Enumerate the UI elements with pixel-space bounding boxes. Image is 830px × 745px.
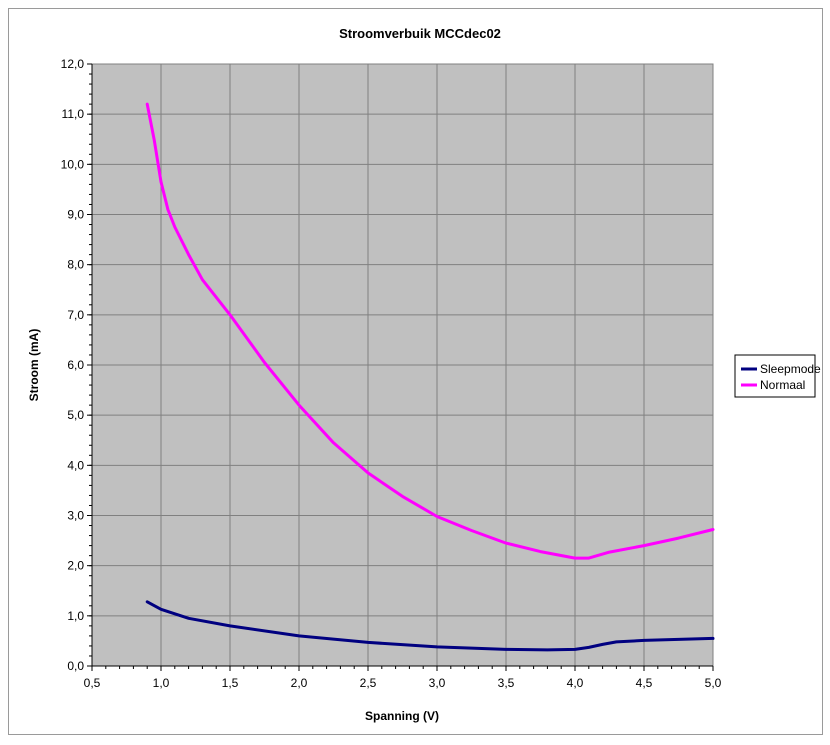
legend-label-normaal: Normaal bbox=[760, 378, 805, 392]
y-tick-label: 1,0 bbox=[67, 609, 84, 623]
x-tick-label: 1,0 bbox=[153, 676, 170, 690]
y-tick-label: 12,0 bbox=[61, 57, 85, 71]
y-tick-label: 11,0 bbox=[62, 107, 85, 121]
y-axis-title: Stroom (mA) bbox=[27, 329, 41, 402]
y-tick-label: 7,0 bbox=[67, 308, 84, 322]
y-tick-label: 8,0 bbox=[67, 258, 84, 272]
chart-title: Stroomverbuik MCCdec02 bbox=[339, 26, 501, 41]
y-tick-label: 5,0 bbox=[67, 408, 84, 422]
legend-box bbox=[734, 354, 816, 398]
legend-label-sleepmode: Sleepmode bbox=[760, 362, 821, 376]
x-axis-title: Spanning (V) bbox=[365, 709, 439, 723]
legend: Sleepmode Normaal bbox=[734, 354, 821, 398]
x-tick-label: 2,5 bbox=[360, 676, 377, 690]
x-axis-ticks: 0,5 1,0 1,5 2,0 2,5 3,0 3,5 4,0 4,5 5,0 bbox=[84, 666, 722, 690]
grid-lines bbox=[91, 63, 714, 667]
x-tick-label: 2,0 bbox=[291, 676, 308, 690]
series-line-sleepmode bbox=[145, 600, 715, 652]
x-tick-label: 0,5 bbox=[84, 676, 101, 690]
y-tick-label: 3,0 bbox=[67, 509, 84, 523]
y-tick-label: 10,0 bbox=[61, 157, 85, 171]
x-tick-label: 4,0 bbox=[567, 676, 584, 690]
x-tick-label: 3,5 bbox=[498, 676, 515, 690]
y-tick-label: 6,0 bbox=[67, 358, 84, 372]
y-tick-label: 4,0 bbox=[67, 458, 84, 472]
x-tick-label: 3,0 bbox=[429, 676, 446, 690]
y-tick-label: 0,0 bbox=[67, 659, 84, 673]
y-tick-label: 2,0 bbox=[67, 559, 84, 573]
series-layer bbox=[145, 102, 715, 652]
y-tick-label: 9,0 bbox=[67, 208, 84, 222]
x-tick-label: 5,0 bbox=[705, 676, 722, 690]
y-axis-ticks: 0,0 1,0 2,0 3,0 4,0 5,0 6,0 7,0 8,0 9,0 10,0 11,0 12… bbox=[61, 57, 92, 673]
series-line-normaal bbox=[145, 102, 715, 560]
x-tick-label: 4,5 bbox=[636, 676, 653, 690]
x-tick-label: 1,5 bbox=[222, 676, 239, 690]
